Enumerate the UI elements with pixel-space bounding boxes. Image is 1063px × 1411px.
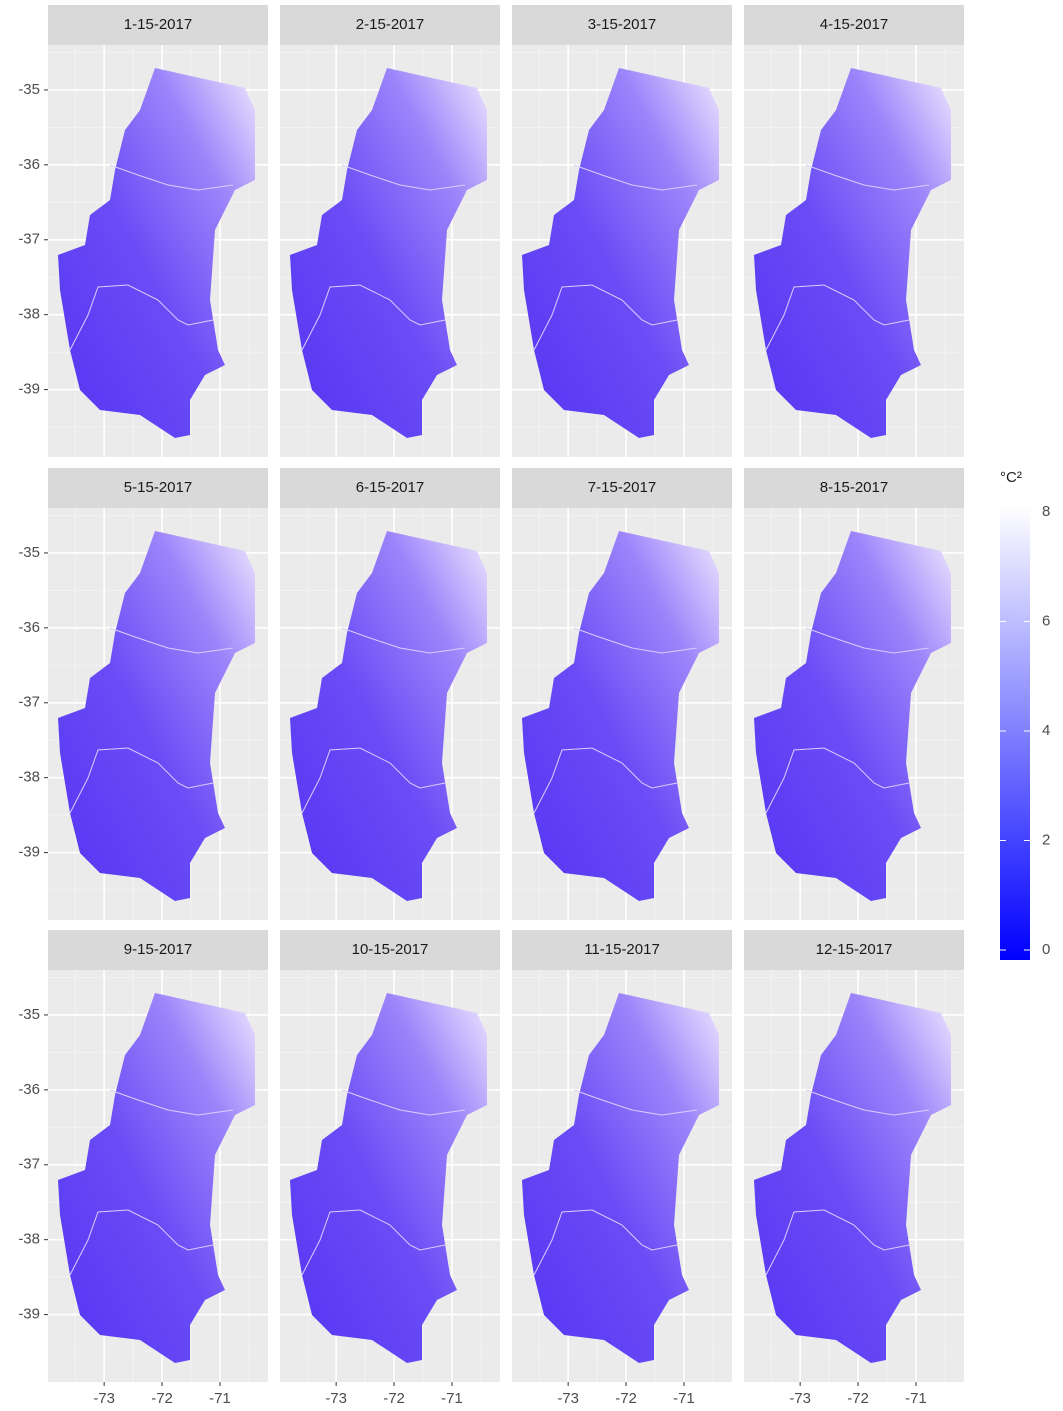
colorbar bbox=[1000, 505, 1030, 960]
y-tick-label: -39 bbox=[18, 1306, 40, 1323]
strip-text: 9-15-2017 bbox=[124, 941, 192, 958]
y-tick-label: -39 bbox=[18, 381, 40, 398]
x-tick-label: -73 bbox=[325, 1390, 347, 1407]
legend-tick-label: 0 bbox=[1042, 941, 1050, 958]
x-tick-label: -73 bbox=[557, 1390, 579, 1407]
strip-text: 7-15-2017 bbox=[588, 479, 656, 496]
x-tick-label: -71 bbox=[673, 1390, 695, 1407]
legend-tick-label: 6 bbox=[1042, 612, 1050, 629]
legend-tick-label: 2 bbox=[1042, 831, 1050, 848]
y-tick-label: -37 bbox=[18, 694, 40, 711]
x-tick-label: -73 bbox=[789, 1390, 811, 1407]
y-tick-label: -38 bbox=[18, 306, 40, 323]
y-tick-label: -35 bbox=[18, 81, 40, 98]
x-tick-label: -71 bbox=[441, 1390, 463, 1407]
strip-text: 2-15-2017 bbox=[356, 16, 424, 33]
strip-text: 10-15-2017 bbox=[352, 941, 429, 958]
chart: °C² 1-15-2017 -39 -38 -37 -36 -35 2-15-2017 3-1… bbox=[0, 0, 1063, 1411]
strip-text: 12-15-2017 bbox=[816, 941, 893, 958]
y-tick-label: -38 bbox=[18, 769, 40, 786]
x-tick-label: -72 bbox=[383, 1390, 405, 1407]
y-tick-label: -37 bbox=[18, 231, 40, 248]
y-tick-label: -39 bbox=[18, 844, 40, 861]
x-tick-label: -73 bbox=[93, 1390, 115, 1407]
x-tick-label: -72 bbox=[151, 1390, 173, 1407]
strip-text: 1-15-2017 bbox=[124, 16, 192, 33]
y-tick-label: -36 bbox=[18, 1081, 40, 1098]
legend-tick-label: 4 bbox=[1042, 722, 1050, 739]
x-tick-label: -72 bbox=[615, 1390, 637, 1407]
y-tick-label: -36 bbox=[18, 619, 40, 636]
strip-text: 3-15-2017 bbox=[588, 16, 656, 33]
strip-text: 8-15-2017 bbox=[820, 479, 888, 496]
y-tick-label: -35 bbox=[18, 1006, 40, 1023]
y-tick-label: -37 bbox=[18, 1156, 40, 1173]
x-tick-label: -71 bbox=[209, 1390, 231, 1407]
legend-title: °C² bbox=[1000, 469, 1022, 486]
y-tick-label: -36 bbox=[18, 156, 40, 173]
y-tick-label: -35 bbox=[18, 544, 40, 561]
strip-text: 5-15-2017 bbox=[124, 479, 192, 496]
strip-text: 6-15-2017 bbox=[356, 479, 424, 496]
legend-tick-label: 8 bbox=[1042, 503, 1050, 520]
x-tick-label: -72 bbox=[847, 1390, 869, 1407]
page: {"chart_data": {"type": "facet-map", "pa… bbox=[0, 0, 1063, 1411]
y-tick-label: -38 bbox=[18, 1231, 40, 1248]
x-tick-label: -71 bbox=[905, 1390, 927, 1407]
strip-text: 11-15-2017 bbox=[584, 941, 660, 958]
strip-text: 4-15-2017 bbox=[820, 16, 888, 33]
